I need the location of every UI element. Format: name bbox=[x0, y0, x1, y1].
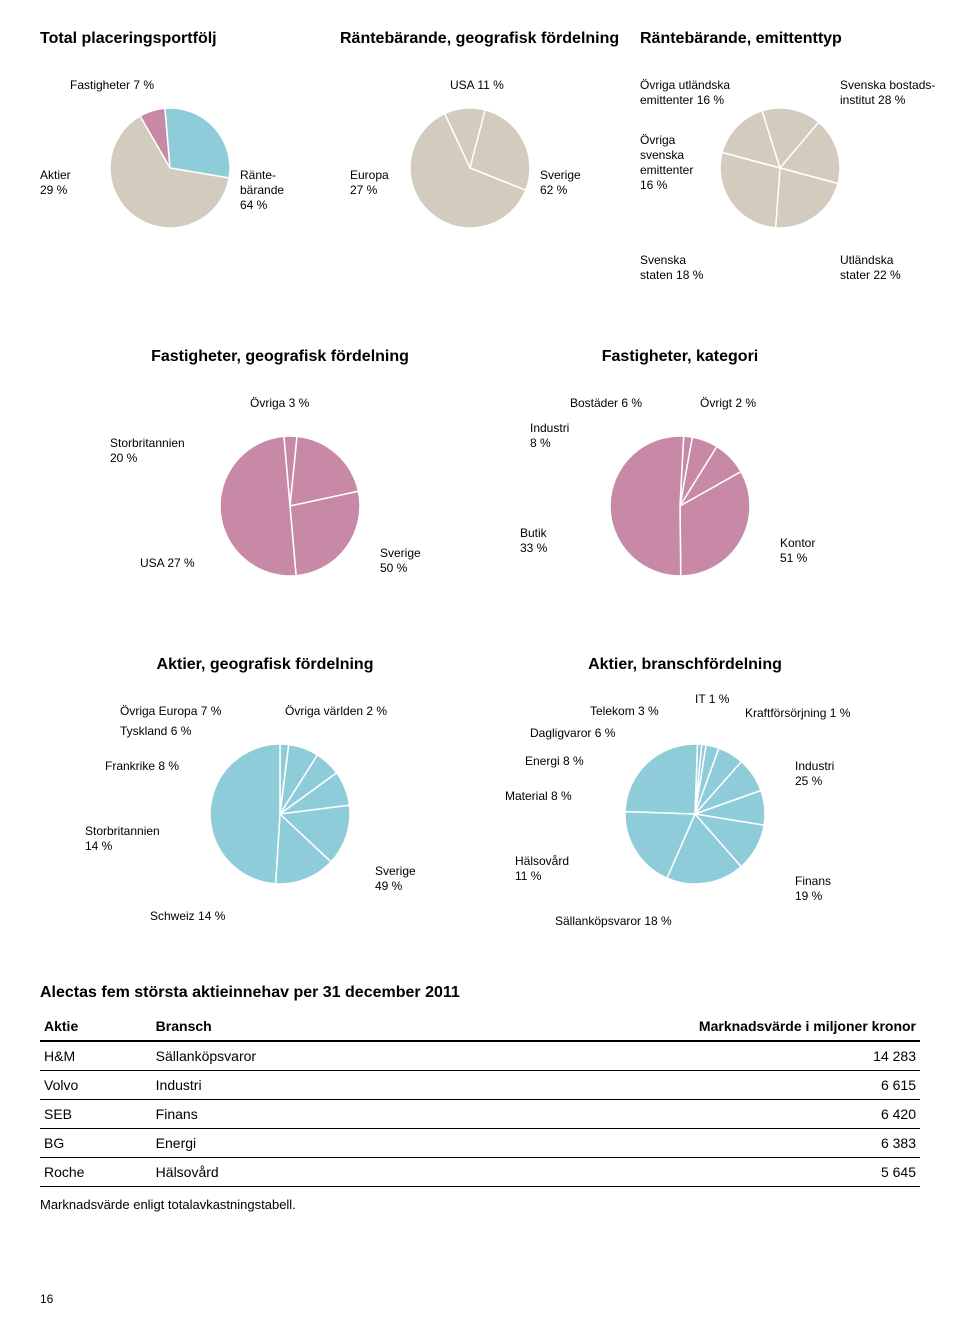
table-footnote: Marknadsvärde enligt totalavkastningstab… bbox=[40, 1197, 920, 1212]
holdings-table: Aktie Bransch Marknadsvärde i miljoner k… bbox=[40, 1012, 920, 1187]
chart7-label-4: Energi 8 % bbox=[525, 754, 584, 769]
table-cell: H&M bbox=[40, 1041, 152, 1071]
chart4-label-2: USA 27 % bbox=[140, 556, 195, 571]
chart5-label-3: Butik33 % bbox=[520, 526, 547, 556]
chart3-label-4: Svenska bostads-institut 28 % bbox=[840, 78, 935, 108]
table-cell: 6 615 bbox=[401, 1071, 920, 1100]
panel-aktier-bransch: Aktier, branschfördelning Kraftförsörjni… bbox=[495, 656, 875, 944]
chart6-label-0: Övriga världen 2 % bbox=[285, 704, 387, 719]
chart1-label-0: Fastigheter 7 % bbox=[70, 78, 154, 93]
table-cell: SEB bbox=[40, 1100, 152, 1129]
chart2-pie-wrap: USA 11 % Europa27 % Sverige62 % bbox=[340, 78, 620, 258]
chart4-pie-wrap: Övriga 3 % Storbritannien20 % USA 27 % S… bbox=[110, 396, 450, 616]
chart2-label-1: Europa27 % bbox=[350, 168, 389, 198]
table-cell: Hälsovård bbox=[152, 1158, 402, 1187]
holdings-table-section: Alectas fem största aktieinnehav per 31 … bbox=[40, 984, 920, 1212]
chart3-label-0: Övriga utländskaemittenter 16 % bbox=[640, 78, 730, 108]
chart4-label-3: Sverige50 % bbox=[380, 546, 421, 576]
chart3-label-2: Svenskastaten 18 % bbox=[640, 253, 703, 283]
col-marknadsvarde: Marknadsvärde i miljoner kronor bbox=[401, 1012, 920, 1041]
table-cell: 14 283 bbox=[401, 1041, 920, 1071]
table-cell: Industri bbox=[152, 1071, 402, 1100]
chart5-label-1: Bostäder 6 % bbox=[570, 396, 642, 411]
chart5-label-0: Övrigt 2 % bbox=[700, 396, 756, 411]
chart5-label-4: Kontor51 % bbox=[780, 536, 815, 566]
row-2: Fastigheter, geografisk fördelning Övrig… bbox=[40, 348, 920, 616]
chart7-label-8: Finans19 % bbox=[795, 874, 831, 904]
chart4-label-0: Övriga 3 % bbox=[250, 396, 309, 411]
table-row: H&MSällanköpsvaror14 283 bbox=[40, 1041, 920, 1071]
chart7-label-1: IT 1 % bbox=[695, 692, 729, 707]
chart5-title: Fastigheter, kategori bbox=[510, 348, 850, 366]
chart6-label-6: Sverige49 % bbox=[375, 864, 416, 894]
table-cell: 6 383 bbox=[401, 1129, 920, 1158]
page-number: 16 bbox=[40, 1292, 920, 1306]
chart7-label-5: Material 8 % bbox=[505, 789, 572, 804]
chart7-label-2: Telekom 3 % bbox=[590, 704, 659, 719]
chart7-label-0: Kraftförsörjning 1 % bbox=[745, 706, 850, 721]
table-body: H&MSällanköpsvaror14 283VolvoIndustri6 6… bbox=[40, 1041, 920, 1187]
chart7-label-3: Dagligvaror 6 % bbox=[530, 726, 615, 741]
table-cell: Finans bbox=[152, 1100, 402, 1129]
table-cell: 5 645 bbox=[401, 1158, 920, 1187]
chart4-title: Fastigheter, geografisk fördelning bbox=[110, 348, 450, 366]
table-cell: Roche bbox=[40, 1158, 152, 1187]
chart6-pie-wrap: Övriga världen 2 % Övriga Europa 7 % Tys… bbox=[85, 704, 445, 944]
chart6-label-4: Storbritannien14 % bbox=[85, 824, 160, 854]
panel-aktier-geo: Aktier, geografisk fördelning Övriga vär… bbox=[85, 656, 445, 944]
col-bransch: Bransch bbox=[152, 1012, 402, 1041]
table-title: Alectas fem största aktieinnehav per 31 … bbox=[40, 984, 920, 1002]
chart2-label-2: Sverige62 % bbox=[540, 168, 581, 198]
panel-rantebarande-geo: Räntebärande, geografisk fördelning USA … bbox=[340, 30, 620, 298]
chart5-label-2: Industri8 % bbox=[530, 421, 569, 451]
chart1-label-1: Aktier29 % bbox=[40, 168, 71, 198]
table-cell: Sällanköpsvaror bbox=[152, 1041, 402, 1071]
chart1-title: Total placeringsportfölj bbox=[40, 30, 320, 48]
row-1: Total placeringsportfölj Fastigheter 7 %… bbox=[40, 30, 920, 298]
chart3-pie-wrap: Övriga utländskaemittenter 16 % Övrigasv… bbox=[640, 78, 940, 298]
table-row: RocheHälsovård5 645 bbox=[40, 1158, 920, 1187]
col-aktie: Aktie bbox=[40, 1012, 152, 1041]
chart7-label-6: Hälsovård11 % bbox=[515, 854, 569, 884]
chart1-label-2: Ränte-bärande64 % bbox=[240, 168, 284, 213]
chart4-label-1: Storbritannien20 % bbox=[110, 436, 185, 466]
table-row: BGEnergi6 383 bbox=[40, 1129, 920, 1158]
chart1-pie-wrap: Fastigheter 7 % Aktier29 % Ränte-bärande… bbox=[40, 78, 320, 258]
chart2-label-0: USA 11 % bbox=[450, 78, 504, 93]
table-row: VolvoIndustri6 615 bbox=[40, 1071, 920, 1100]
chart3-label-3: Utländskastater 22 % bbox=[840, 253, 901, 283]
chart7-title: Aktier, branschfördelning bbox=[495, 656, 875, 674]
chart6-label-3: Frankrike 8 % bbox=[105, 759, 179, 774]
table-row: SEBFinans6 420 bbox=[40, 1100, 920, 1129]
chart7-label-9: Industri25 % bbox=[795, 759, 834, 789]
chart5-pie-wrap: Övrigt 2 % Bostäder 6 % Industri8 % Buti… bbox=[510, 396, 850, 616]
table-cell: Energi bbox=[152, 1129, 402, 1158]
table-cell: 6 420 bbox=[401, 1100, 920, 1129]
row-3: Aktier, geografisk fördelning Övriga vär… bbox=[40, 656, 920, 944]
chart6-title: Aktier, geografisk fördelning bbox=[85, 656, 445, 674]
chart3-title: Räntebärande, emittenttyp bbox=[640, 30, 940, 48]
panel-fastigheter-geo: Fastigheter, geografisk fördelning Övrig… bbox=[110, 348, 450, 616]
chart6-label-2: Tyskland 6 % bbox=[120, 724, 191, 739]
panel-rantebarande-emittent: Räntebärande, emittenttyp Övriga utländs… bbox=[640, 30, 940, 298]
chart7-pie-wrap: Kraftförsörjning 1 % IT 1 % Telekom 3 % … bbox=[495, 704, 875, 944]
chart3-label-1: Övrigasvenskaemittenter16 % bbox=[640, 133, 693, 193]
chart2-title: Räntebärande, geografisk fördelning bbox=[340, 30, 620, 48]
chart6-label-5: Schweiz 14 % bbox=[150, 909, 225, 924]
chart6-label-1: Övriga Europa 7 % bbox=[120, 704, 221, 719]
table-cell: Volvo bbox=[40, 1071, 152, 1100]
table-cell: BG bbox=[40, 1129, 152, 1158]
panel-fastigheter-kategori: Fastigheter, kategori Övrigt 2 % Bostäde… bbox=[510, 348, 850, 616]
chart7-label-7: Sällanköpsvaror 18 % bbox=[555, 914, 672, 929]
panel-total-portfolio: Total placeringsportfölj Fastigheter 7 %… bbox=[40, 30, 320, 298]
